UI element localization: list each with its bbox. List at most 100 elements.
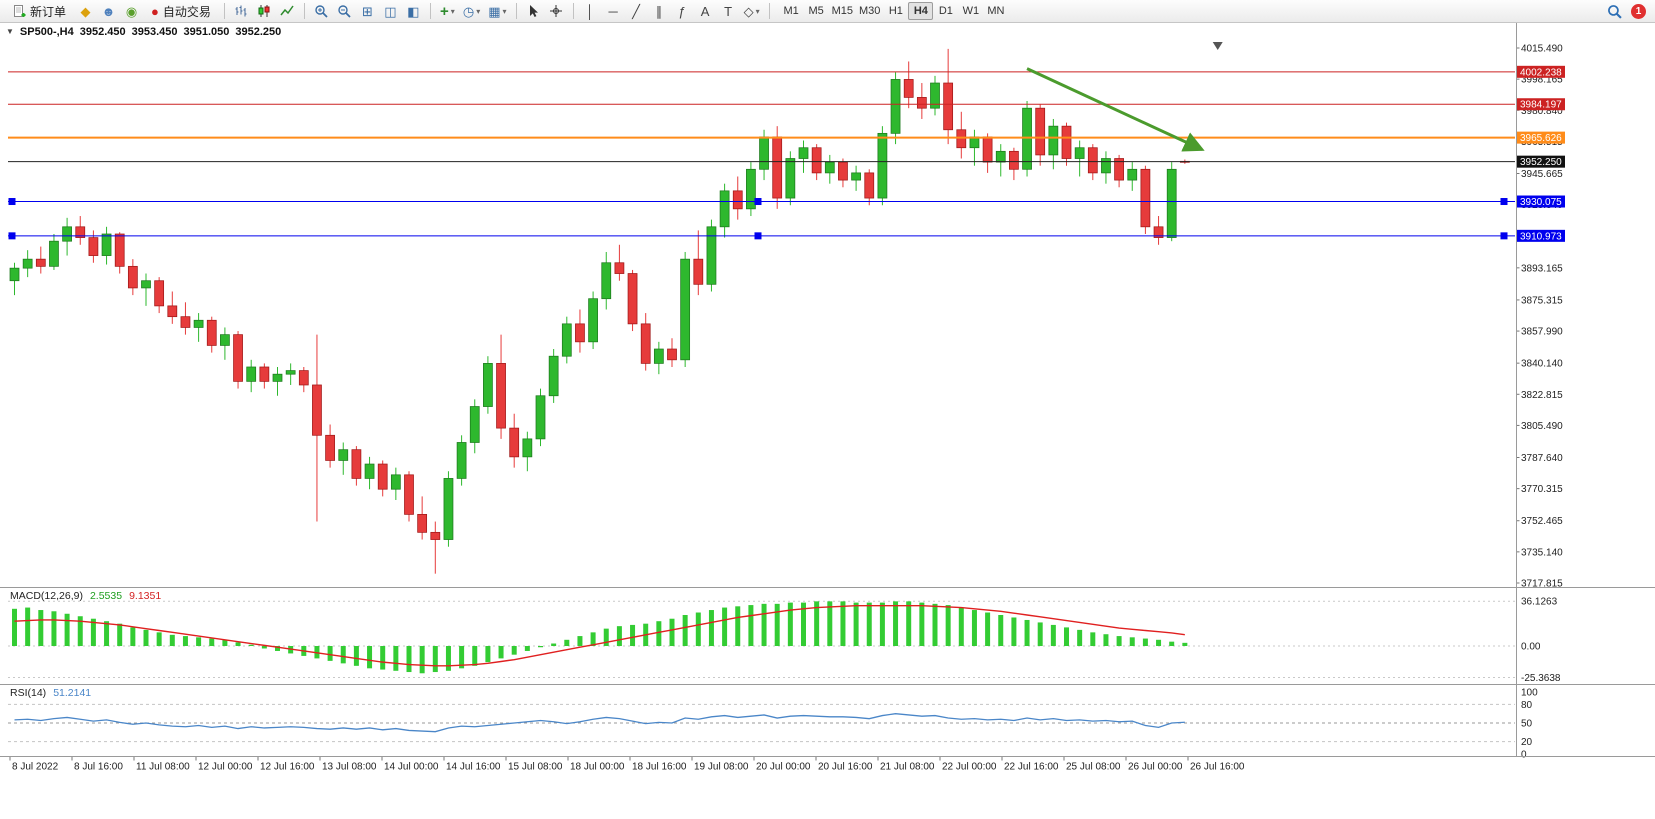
toolbar-separator bbox=[223, 3, 225, 19]
candle-down bbox=[206, 319, 217, 346]
add-indicator-button[interactable]: + ▾ bbox=[437, 1, 458, 21]
macd-histogram-bar bbox=[998, 615, 1004, 646]
time-axis[interactable]: 8 Jul 2022 8 Jul 16:00 11 Jul 08:00 12 Jul … bbox=[9, 757, 1245, 773]
support-line-1-handle[interactable] bbox=[1500, 198, 1508, 206]
channel-icon[interactable]: ∥ bbox=[649, 1, 670, 21]
time-axis-label: 19 Jul 08:00 bbox=[694, 762, 749, 773]
macd-histogram-bar bbox=[919, 602, 925, 646]
price-axis-label: 3770.315 bbox=[1521, 484, 1563, 495]
crosshair-icon[interactable] bbox=[546, 1, 567, 21]
arrow-label-icon[interactable]: T bbox=[718, 1, 739, 21]
macd-histogram-bar bbox=[169, 634, 175, 646]
macd-chart: 36.1263 0.00 -25.3638 bbox=[8, 597, 1561, 684]
template-button[interactable]: ▦ ▾ bbox=[485, 1, 509, 21]
support-line-2-handle[interactable] bbox=[754, 232, 762, 240]
price-axis-label: 3787.640 bbox=[1521, 453, 1563, 464]
support-line-1-handle[interactable] bbox=[8, 198, 16, 206]
bar-chart-icon[interactable] bbox=[231, 1, 252, 21]
macd-panel[interactable] bbox=[0, 588, 1516, 684]
macd-histogram-bar bbox=[340, 646, 346, 664]
candle-up bbox=[193, 319, 204, 328]
support-line-2-handle[interactable] bbox=[8, 232, 16, 240]
period-button[interactable]: ◷ ▾ bbox=[460, 1, 483, 21]
macd-histogram-bar bbox=[945, 605, 951, 646]
macd-histogram-bar bbox=[1090, 632, 1096, 646]
timeframe-h4[interactable]: H4 bbox=[908, 2, 934, 20]
macd-histogram-bar bbox=[577, 636, 583, 646]
time-axis-label: 14 Jul 16:00 bbox=[446, 762, 501, 773]
time-axis-label: 20 Jul 00:00 bbox=[756, 762, 811, 773]
candle-down bbox=[180, 316, 191, 328]
timeframe-m5[interactable]: M5 bbox=[804, 2, 829, 20]
macd-histogram-bar bbox=[814, 601, 820, 646]
quick-trade-toggle-icon[interactable]: ▼ bbox=[6, 27, 14, 36]
timeframe-m15[interactable]: M15 bbox=[829, 2, 856, 20]
timeframe-m30[interactable]: M30 bbox=[856, 2, 883, 20]
candle-down bbox=[838, 161, 848, 181]
notification-badge[interactable]: 1 bbox=[1631, 3, 1646, 19]
dropdown-caret-icon: ▾ bbox=[476, 6, 481, 16]
rsi-value: 51.2141 bbox=[53, 687, 92, 699]
timeframe-h1[interactable]: H1 bbox=[883, 2, 908, 20]
community-icon[interactable]: ◉ bbox=[121, 1, 142, 21]
tile-windows-icon[interactable]: ⊞ bbox=[357, 1, 378, 21]
time-axis-label: 20 Jul 16:00 bbox=[818, 762, 873, 773]
line-chart-icon[interactable] bbox=[277, 1, 298, 21]
toolbar-separator bbox=[303, 3, 305, 19]
new-chart-icon[interactable]: ◫ bbox=[380, 1, 401, 21]
chart-plot-area[interactable] bbox=[0, 23, 1516, 587]
price-axis-label: 3822.815 bbox=[1521, 390, 1563, 401]
macd-histogram-bar bbox=[261, 646, 267, 649]
cursor-icon[interactable] bbox=[523, 1, 544, 21]
profile-icon: ☻ bbox=[101, 3, 116, 19]
trend-arrow[interactable] bbox=[1026, 67, 1205, 152]
timeframe-w1[interactable]: W1 bbox=[958, 2, 983, 20]
fibonacci-icon[interactable]: ƒ bbox=[672, 1, 693, 21]
timeframe-mn[interactable]: MN bbox=[983, 2, 1008, 20]
candle-down bbox=[1035, 107, 1046, 156]
candle-up bbox=[1074, 147, 1085, 159]
candle-up bbox=[246, 366, 257, 382]
macd-histogram-bar bbox=[1103, 634, 1109, 646]
trendline-icon[interactable]: ╱ bbox=[626, 1, 647, 21]
candle-up bbox=[522, 438, 533, 458]
macd-histogram-bar bbox=[51, 611, 57, 646]
zoom-in-icon[interactable] bbox=[311, 1, 332, 21]
candle-down bbox=[430, 531, 441, 540]
candle-up bbox=[601, 262, 612, 300]
profile-icon[interactable]: ☻ bbox=[98, 1, 119, 21]
new-order-button[interactable]: 新订单 bbox=[5, 1, 73, 21]
macd-signal-line bbox=[14, 605, 1185, 667]
candle-up bbox=[798, 147, 809, 159]
profiles-icon[interactable]: ◧ bbox=[403, 1, 424, 21]
candlestick-chart-icon[interactable] bbox=[254, 1, 275, 21]
macd-indicator-label: MACD(12,26,9) 2.5535 9.1351 bbox=[10, 590, 161, 602]
price-axis[interactable]: 4015.4903998.1653980.8403963.5153945.665… bbox=[1516, 44, 1563, 590]
time-axis-label: 22 Jul 00:00 bbox=[942, 762, 997, 773]
timeframe-d1[interactable]: D1 bbox=[933, 2, 958, 20]
macd-histogram-bar bbox=[143, 629, 149, 646]
zoom-out-icon[interactable] bbox=[334, 1, 355, 21]
coins-icon: ◆ bbox=[80, 3, 91, 19]
text-icon[interactable]: A bbox=[695, 1, 716, 21]
macd-histogram-bar bbox=[708, 610, 714, 646]
rsi-panel[interactable] bbox=[0, 685, 1516, 756]
vertical-line-icon[interactable]: │ bbox=[580, 1, 601, 21]
autotrading-button[interactable]: ● 自动交易 bbox=[144, 1, 218, 21]
candle-down bbox=[377, 463, 388, 490]
search-icon[interactable] bbox=[1604, 1, 1625, 21]
horizontal-line-icon[interactable]: ─ bbox=[603, 1, 624, 21]
coins-icon[interactable]: ◆ bbox=[75, 1, 96, 21]
timeframe-m1[interactable]: M1 bbox=[779, 2, 804, 20]
support-line-2-handle[interactable] bbox=[1500, 232, 1508, 240]
chart-shift-marker-icon[interactable] bbox=[1212, 42, 1223, 50]
support-line-1-handle[interactable] bbox=[754, 198, 762, 206]
shapes-button[interactable]: ◇ ▾ bbox=[741, 1, 763, 21]
macd-axis-label: -25.3638 bbox=[1521, 673, 1561, 684]
macd-histogram-bar bbox=[275, 646, 280, 651]
arrow-label-icon: T bbox=[724, 3, 733, 19]
candle-down bbox=[732, 190, 743, 210]
macd-histogram-bar bbox=[906, 601, 912, 646]
